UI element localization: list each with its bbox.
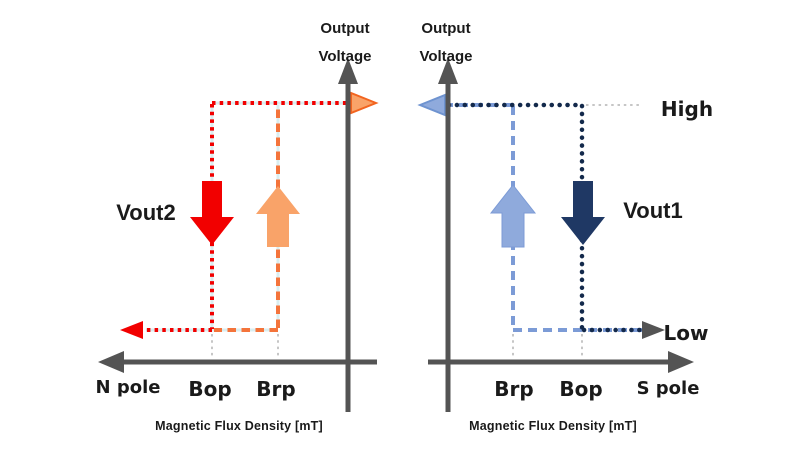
vout2-label: Vout2 xyxy=(116,200,175,225)
left-y-axis-label-line2: Voltage xyxy=(318,48,371,65)
high-label: High xyxy=(661,97,713,121)
left-y-axis-label-line1: Output xyxy=(320,20,369,37)
left-panel: Output Voltage Vout2 N pole Bop Brp Magn… xyxy=(96,20,379,433)
vout1-label: Vout1 xyxy=(623,198,682,223)
left-y-axis-arrowhead-icon xyxy=(338,58,358,84)
right-navy-path xyxy=(446,102,644,333)
right-blue-path xyxy=(444,103,643,332)
orange-right-arrowhead-icon xyxy=(350,91,379,115)
blue-left-arrowhead-icon xyxy=(417,93,446,117)
vout1-rise-arrow-icon xyxy=(489,184,537,248)
left-x-axis-caption: Magnetic Flux Density [mT] xyxy=(155,419,323,433)
right-panel: Output Voltage High Low Vout1 Brp Bop S … xyxy=(417,20,713,433)
right-brp-label: Brp xyxy=(494,377,533,401)
left-red-path xyxy=(142,101,352,332)
vout1-fall-arrow-icon xyxy=(561,181,605,245)
n-pole-label: N pole xyxy=(96,377,161,398)
vout2-rise-arrow-icon xyxy=(256,186,300,247)
red-left-arrowhead-icon xyxy=(120,321,143,339)
left-brp-label: Brp xyxy=(256,377,295,401)
s-pole-label: S pole xyxy=(637,378,700,399)
vout2-fall-arrow-icon xyxy=(190,181,234,245)
left-underlay-lines xyxy=(146,101,350,332)
right-y-axis-label-line1: Output xyxy=(421,20,470,37)
gray-right-arrowhead-icon xyxy=(642,321,665,339)
low-label: Low xyxy=(664,321,709,345)
left-x-axis-arrowhead-icon xyxy=(98,351,124,373)
right-x-axis-caption: Magnetic Flux Density [mT] xyxy=(469,419,637,433)
right-bop-label: Bop xyxy=(559,377,602,401)
right-y-axis-label-line2: Voltage xyxy=(419,48,472,65)
right-y-axis-arrowhead-icon xyxy=(438,58,458,84)
right-x-axis-arrowhead-icon xyxy=(668,351,694,373)
left-bop-label: Bop xyxy=(188,377,231,401)
